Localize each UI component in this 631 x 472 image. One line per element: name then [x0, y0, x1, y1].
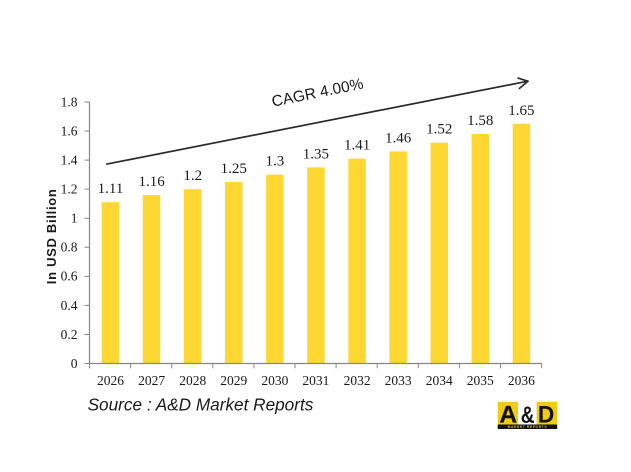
svg-text:2029: 2029 — [220, 373, 247, 388]
svg-text:2032: 2032 — [344, 373, 371, 388]
svg-text:0.4: 0.4 — [61, 298, 78, 313]
svg-text:A: A — [499, 401, 517, 428]
svg-text:1.4: 1.4 — [61, 153, 78, 168]
svg-text:2026: 2026 — [97, 373, 124, 388]
svg-text:2035: 2035 — [467, 373, 494, 388]
svg-text:1.3: 1.3 — [266, 154, 285, 170]
svg-text:2027: 2027 — [138, 373, 165, 388]
svg-text:2036: 2036 — [508, 373, 535, 388]
svg-text:&: & — [521, 401, 535, 429]
svg-text:1: 1 — [71, 211, 78, 226]
svg-text:1.35: 1.35 — [303, 146, 329, 162]
svg-text:In USD Billion: In USD Billion — [44, 188, 59, 284]
svg-text:0: 0 — [71, 356, 78, 371]
svg-text:1.8: 1.8 — [61, 94, 78, 109]
svg-text:0.2: 0.2 — [61, 327, 78, 342]
svg-text:1.46: 1.46 — [385, 130, 412, 146]
svg-text:1.6: 1.6 — [61, 123, 78, 138]
svg-text:0.8: 0.8 — [61, 240, 78, 255]
svg-text:2028: 2028 — [179, 373, 206, 388]
svg-text:1.65: 1.65 — [508, 103, 534, 119]
svg-text:1.11: 1.11 — [98, 181, 124, 197]
svg-text:2033: 2033 — [385, 373, 412, 388]
svg-text:1.2: 1.2 — [183, 168, 202, 184]
svg-text:1.58: 1.58 — [467, 113, 493, 129]
svg-text:1.52: 1.52 — [426, 122, 452, 138]
svg-text:2034: 2034 — [426, 373, 453, 388]
svg-text:D: D — [538, 402, 554, 429]
svg-text:1.16: 1.16 — [138, 174, 165, 190]
svg-text:2031: 2031 — [302, 373, 329, 388]
svg-text:1.25: 1.25 — [221, 161, 247, 177]
svg-text:1.41: 1.41 — [344, 138, 370, 154]
svg-text:0.6: 0.6 — [61, 269, 78, 284]
svg-text:1.2: 1.2 — [61, 182, 78, 197]
svg-text:MARKET REPORTS: MARKET REPORTS — [508, 425, 548, 429]
svg-text:2030: 2030 — [261, 373, 288, 388]
svg-text:Source : A&D Market Reports: Source : A&D Market Reports — [88, 395, 314, 415]
